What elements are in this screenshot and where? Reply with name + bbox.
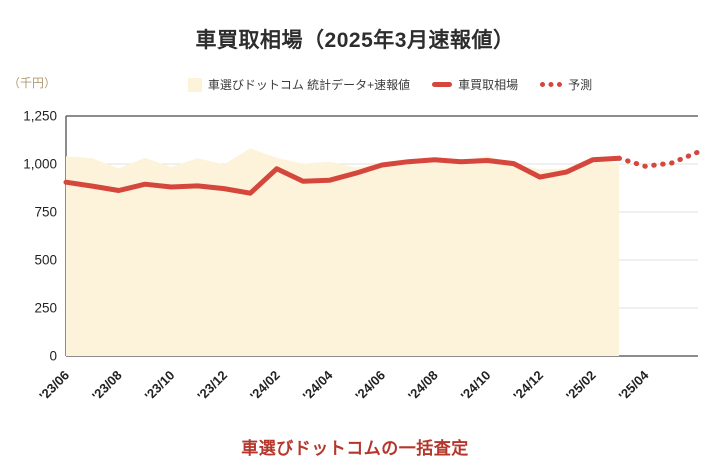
statistics-area-series xyxy=(66,148,619,356)
dotted-line-swatch-icon xyxy=(540,82,563,87)
x-tick-label: '24/12 xyxy=(510,368,546,404)
legend-label-line: 車買取相場 xyxy=(458,78,519,92)
x-tick-label: '24/10 xyxy=(458,368,494,404)
y-axis-unit-label: （千円） xyxy=(8,76,57,90)
legend-label-area: 車選びドットコム 統計データ+速報値 xyxy=(207,78,411,92)
x-tick-label: '25/02 xyxy=(563,368,599,404)
y-tick-label: 250 xyxy=(34,301,57,316)
area-swatch-icon xyxy=(187,77,202,92)
legend-item-area: 車選びドットコム 統計データ+速報値 xyxy=(187,76,411,93)
legend-label-forecast: 予測 xyxy=(568,78,593,92)
price-trend-chart: 0 250 500 750 1,000 1,250 '23/06 '23/08 '23/10 '2… xyxy=(23,109,701,404)
legend-item-forecast: 予測 xyxy=(540,76,592,93)
x-tick-label: '23/06 xyxy=(36,368,72,404)
y-tick-label: 500 xyxy=(34,253,57,268)
y-tick-label: 0 xyxy=(49,349,57,364)
legend: 車選びドットコム 統計データ+速報値 車買取相場 予測 xyxy=(70,76,710,93)
y-tick-label: 1,000 xyxy=(23,157,57,172)
market-price-line-series xyxy=(63,155,622,196)
y-tick-label: 1,250 xyxy=(23,109,57,124)
x-tick-label: '23/12 xyxy=(194,368,230,404)
legend-item-line: 車買取相場 xyxy=(432,76,518,93)
footer-caption: 車選びドットコムの一括査定 xyxy=(241,439,469,458)
x-tick-label: '24/08 xyxy=(405,368,441,404)
y-tick-label: 750 xyxy=(34,205,57,220)
x-tick-label: '24/04 xyxy=(300,367,336,403)
x-tick-label: '24/06 xyxy=(352,368,388,404)
x-tick-label: '23/10 xyxy=(142,368,178,404)
x-tick-label: '25/04 xyxy=(616,367,652,403)
x-tick-label: '24/02 xyxy=(247,368,283,404)
chart-title: 車買取相場（2025年3月速報値） xyxy=(195,29,515,52)
x-tick-label: '23/08 xyxy=(89,368,125,404)
line-swatch-icon xyxy=(432,82,453,87)
